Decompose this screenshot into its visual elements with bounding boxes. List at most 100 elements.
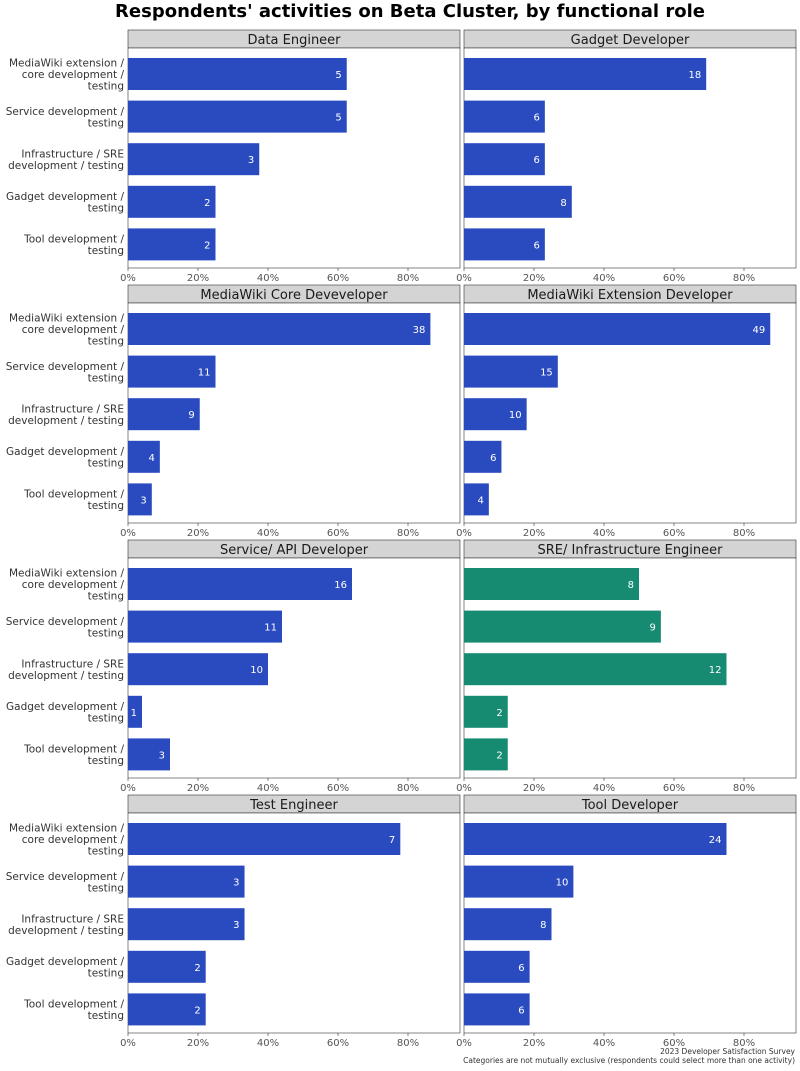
y-tick-label: Gadget development / bbox=[6, 446, 124, 458]
bar-label: 3 bbox=[248, 155, 254, 166]
bar-label: 6 bbox=[533, 240, 539, 251]
bar-label: 8 bbox=[540, 920, 546, 931]
x-tick-label: 20% bbox=[523, 528, 545, 539]
x-tick-label: 40% bbox=[257, 783, 279, 794]
bar bbox=[128, 865, 245, 898]
bar bbox=[464, 355, 558, 388]
bar bbox=[464, 950, 530, 983]
bar bbox=[128, 228, 216, 261]
y-tick-label: Gadget development / bbox=[6, 701, 124, 713]
bar bbox=[128, 58, 347, 90]
x-tick-label: 20% bbox=[523, 783, 545, 794]
facet-title: Gadget Developer bbox=[571, 33, 690, 48]
x-tick-label: 80% bbox=[397, 783, 419, 794]
x-tick-label: 40% bbox=[257, 528, 279, 539]
bar-label: 5 bbox=[335, 113, 341, 124]
y-tick-label: core development / bbox=[22, 69, 125, 81]
bar bbox=[128, 738, 170, 771]
x-tick-label: 40% bbox=[257, 273, 279, 284]
x-tick-label: 80% bbox=[397, 273, 419, 284]
bar bbox=[128, 823, 401, 855]
x-tick-label: 80% bbox=[733, 783, 755, 794]
bar-label: 2 bbox=[496, 708, 502, 719]
bar bbox=[464, 610, 661, 643]
x-tick-label: 40% bbox=[593, 273, 615, 284]
bar bbox=[464, 908, 552, 941]
y-tick-label: Gadget development / bbox=[6, 956, 124, 968]
x-tick-label: 60% bbox=[663, 783, 685, 794]
x-tick-label: 0% bbox=[120, 1038, 136, 1049]
bar bbox=[464, 313, 771, 345]
y-tick-label: testing bbox=[88, 500, 124, 512]
x-tick-label: 60% bbox=[327, 528, 349, 539]
y-tick-label: testing bbox=[88, 458, 124, 470]
y-tick-label: testing bbox=[88, 591, 124, 603]
bar bbox=[464, 398, 527, 431]
bar-label: 4 bbox=[477, 495, 483, 506]
bar-label: 1 bbox=[131, 708, 137, 719]
bar bbox=[464, 738, 508, 771]
bar-label: 38 bbox=[413, 325, 426, 336]
y-tick-label: Infrastructure / SRE bbox=[21, 148, 124, 160]
bar-label: 6 bbox=[518, 963, 524, 974]
bar-label: 5 bbox=[335, 70, 341, 81]
bar bbox=[464, 865, 574, 898]
bar-label: 11 bbox=[264, 623, 277, 634]
facet-title: Tool Developer bbox=[581, 798, 679, 813]
bar bbox=[464, 993, 530, 1026]
bar-label: 6 bbox=[518, 1005, 524, 1016]
y-tick-label: development / testing bbox=[8, 415, 124, 427]
x-tick-label: 0% bbox=[120, 528, 136, 539]
bar-label: 8 bbox=[560, 198, 566, 209]
x-tick-label: 60% bbox=[663, 528, 685, 539]
y-tick-label: Infrastructure / SRE bbox=[21, 658, 124, 670]
bar bbox=[128, 610, 282, 643]
bar bbox=[464, 185, 572, 218]
bar-label: 16 bbox=[334, 580, 347, 591]
x-tick-label: 20% bbox=[187, 1038, 209, 1049]
y-tick-label: testing bbox=[88, 713, 124, 725]
y-tick-label: MediaWiki extension / bbox=[9, 823, 124, 835]
bar-label: 4 bbox=[148, 453, 154, 464]
x-tick-label: 0% bbox=[456, 273, 472, 284]
bar-label: 2 bbox=[204, 198, 210, 209]
x-tick-label: 80% bbox=[733, 273, 755, 284]
x-tick-label: 0% bbox=[120, 273, 136, 284]
y-tick-label: Tool development / bbox=[23, 744, 124, 756]
x-tick-label: 60% bbox=[663, 273, 685, 284]
y-tick-label: Infrastructure / SRE bbox=[21, 403, 124, 415]
bar-label: 10 bbox=[509, 410, 522, 421]
bar-label: 3 bbox=[233, 920, 239, 931]
y-tick-label: testing bbox=[88, 336, 124, 348]
y-tick-label: core development / bbox=[22, 579, 125, 591]
bar-label: 3 bbox=[140, 495, 146, 506]
y-tick-label: MediaWiki extension / bbox=[9, 568, 124, 580]
bar-label: 6 bbox=[533, 155, 539, 166]
facet-title: MediaWiki Core Deveveloper bbox=[200, 288, 388, 303]
x-tick-label: 0% bbox=[456, 783, 472, 794]
bar-label: 9 bbox=[188, 410, 194, 421]
bar-label: 2 bbox=[194, 1005, 200, 1016]
y-tick-label: testing bbox=[88, 117, 124, 129]
bar-label: 11 bbox=[198, 368, 211, 379]
x-tick-label: 40% bbox=[257, 1038, 279, 1049]
bar-label: 2 bbox=[204, 240, 210, 251]
bar bbox=[464, 653, 727, 686]
bar-label: 3 bbox=[233, 878, 239, 889]
y-tick-label: Service development / bbox=[6, 106, 125, 118]
y-tick-label: Infrastructure / SRE bbox=[21, 913, 124, 925]
bar bbox=[464, 143, 545, 176]
x-tick-label: 20% bbox=[187, 528, 209, 539]
facet-title: SRE/ Infrastructure Engineer bbox=[538, 543, 724, 558]
y-tick-label: Tool development / bbox=[23, 489, 124, 501]
x-tick-label: 20% bbox=[523, 273, 545, 284]
y-tick-label: development / testing bbox=[8, 160, 124, 172]
x-tick-label: 80% bbox=[733, 528, 755, 539]
bar-label: 24 bbox=[709, 835, 722, 846]
facet-title: Test Engineer bbox=[249, 798, 338, 813]
y-tick-label: Service development / bbox=[6, 616, 125, 628]
bar bbox=[464, 440, 502, 473]
chart-title: Respondents' activities on Beta Cluster,… bbox=[115, 1, 705, 22]
y-tick-label: MediaWiki extension / bbox=[9, 313, 124, 325]
